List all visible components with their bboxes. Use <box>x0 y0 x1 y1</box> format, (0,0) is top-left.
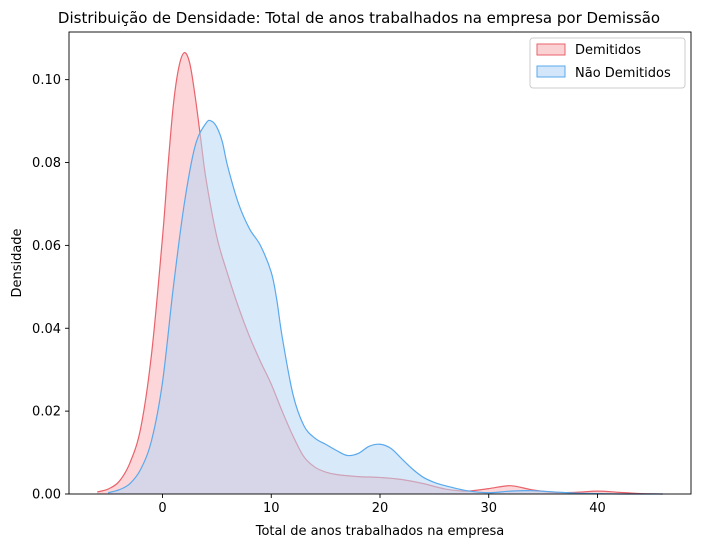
x-tick-label: 10 <box>263 501 280 516</box>
chart-title: Distribuição de Densidade: Total de anos… <box>58 9 660 27</box>
x-tick-label: 40 <box>589 501 606 516</box>
legend-label-demitidos: Demitidos <box>575 43 641 58</box>
y-tick-label: 0.04 <box>32 322 61 337</box>
legend-swatch-demitidos <box>536 43 566 56</box>
x-tick-label: 0 <box>158 501 166 516</box>
x-tick-label: 20 <box>372 501 389 516</box>
x-tick-label: 30 <box>480 501 497 516</box>
y-tick-label: 0.00 <box>32 488 61 503</box>
density-line-nao-demitidos <box>107 119 663 495</box>
legend-label-nao-demitidos: Não Demitidos <box>575 66 671 81</box>
y-tick-label: 0.06 <box>32 239 61 254</box>
y-axis-label: Densidade <box>10 228 25 297</box>
legend: Demitidos Não Demitidos <box>529 37 686 89</box>
x-axis-ticks: 0 10 20 30 40 <box>158 494 606 516</box>
y-tick-label: 0.02 <box>32 405 61 420</box>
x-axis-label: Total de anos trabalhados na empresa <box>255 524 505 539</box>
density-areas <box>97 52 663 495</box>
y-tick-label: 0.08 <box>32 156 61 171</box>
legend-swatch-nao-demitidos <box>536 65 566 78</box>
y-tick-label: 0.10 <box>32 73 61 88</box>
y-axis-ticks: 0.00 0.02 0.04 0.06 0.08 0.10 <box>32 73 69 503</box>
density-area-nao-demitidos <box>108 120 663 494</box>
legend-box <box>529 37 686 89</box>
